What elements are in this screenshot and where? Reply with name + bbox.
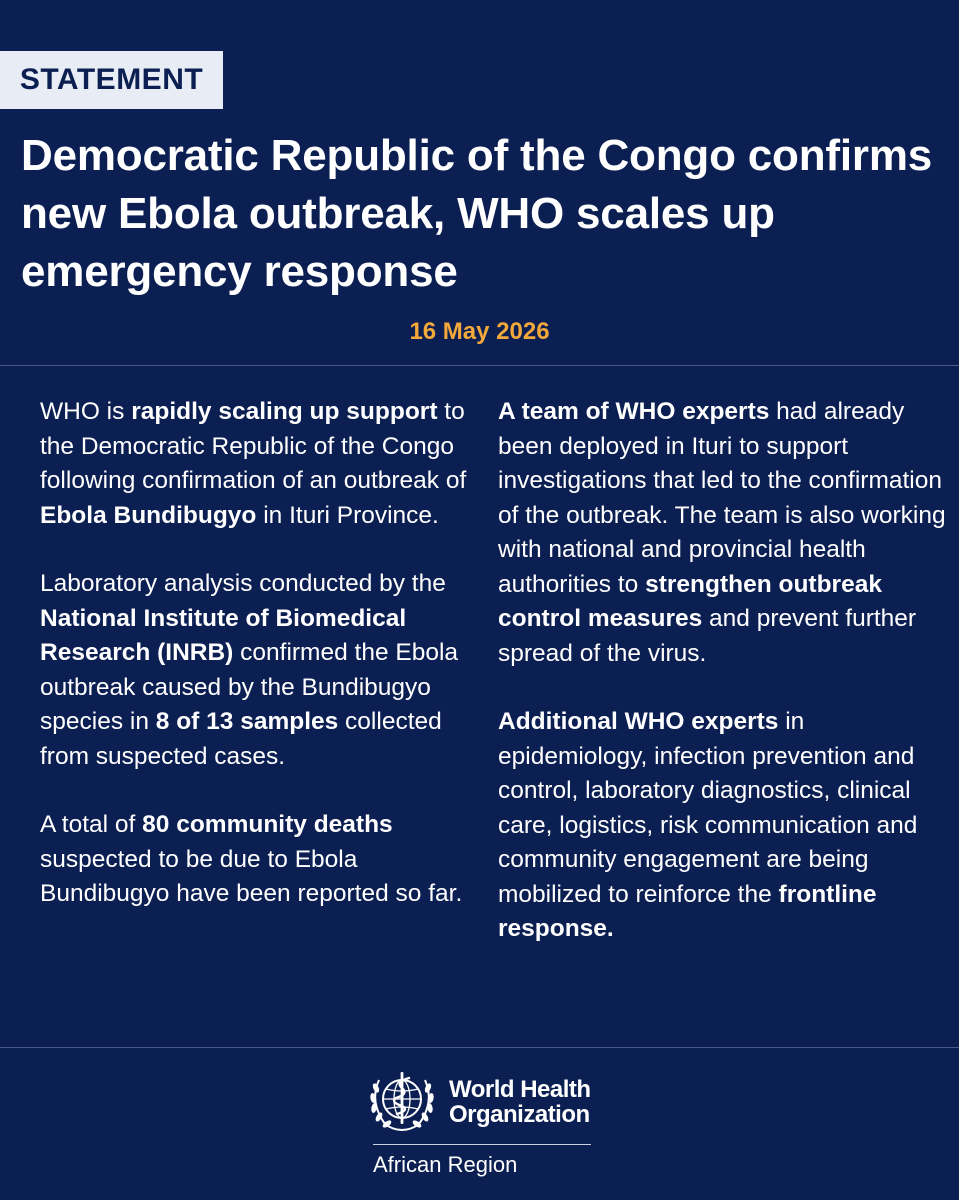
who-logo: World Health Organization African Region [365,1066,605,1186]
highlight-text: frontline response. [498,880,877,943]
highlight-text: Ebola Bundibugyo [40,501,257,529]
paragraph-scaling-support: WHO is rapidly scaling up support to the… [40,395,472,533]
page-title: Democratic Republic of the Congo confirm… [21,131,933,296]
paragraph-additional-experts: Additional WHO experts in epidemiology, … [498,705,946,947]
text-segment: confirmed the Ebola outbreak caused by t… [40,639,459,735]
bottom-divider [0,1047,959,1048]
publish-date: 16 May 2026 [409,318,550,345]
who-emblem-icon [370,1072,434,1131]
highlight-text: rapidly scaling up support [131,398,438,425]
text-segment: suspected to be due to Ebola Bundibugyo … [40,845,463,908]
statement-badge: STATEMENT [0,51,223,109]
logo-divider [373,1144,591,1145]
text-segment: in Ituri Province. [256,501,439,529]
right-column: A team of WHO experts had already been d… [498,395,946,981]
top-divider [0,365,959,366]
paragraph-expert-team: A team of WHO experts had already been d… [498,395,946,671]
text-segment: collected from suspected cases. [40,708,442,770]
left-column: WHO is rapidly scaling up support to the… [40,395,472,946]
text-segment: and prevent further spread of the virus. [498,605,917,667]
org-name-line2: Organization [449,1101,590,1128]
highlight-text: Additional WHO experts [498,708,779,735]
region-label: African Region [373,1152,518,1177]
highlight-text: 8 of 13 samples [155,708,339,735]
highlight-text: strengthen outbreak control measures [498,570,882,633]
text-segment: in epidemiology, infection prevention an… [498,708,918,908]
text-segment: Laboratory analysis conducted by the [40,570,446,597]
org-name-line1: World Health [449,1076,591,1103]
text-segment: A total of [40,811,143,838]
highlight-text: A team of WHO experts [498,398,770,425]
text-segment: to the Democratic Republic of the Congo … [40,398,467,494]
org-name: World Health Organization [449,1077,591,1127]
text-segment: had already been deployed in Ituri to su… [498,398,946,598]
paragraph-lab-analysis: Laboratory analysis conducted by the Nat… [40,567,472,774]
paragraph-deaths: A total of 80 community deaths suspected… [40,808,472,912]
highlight-text: 80 community deaths [142,811,393,838]
text-segment: WHO is [40,398,132,425]
highlight-text: National Institute of Biomedical Researc… [40,604,407,667]
